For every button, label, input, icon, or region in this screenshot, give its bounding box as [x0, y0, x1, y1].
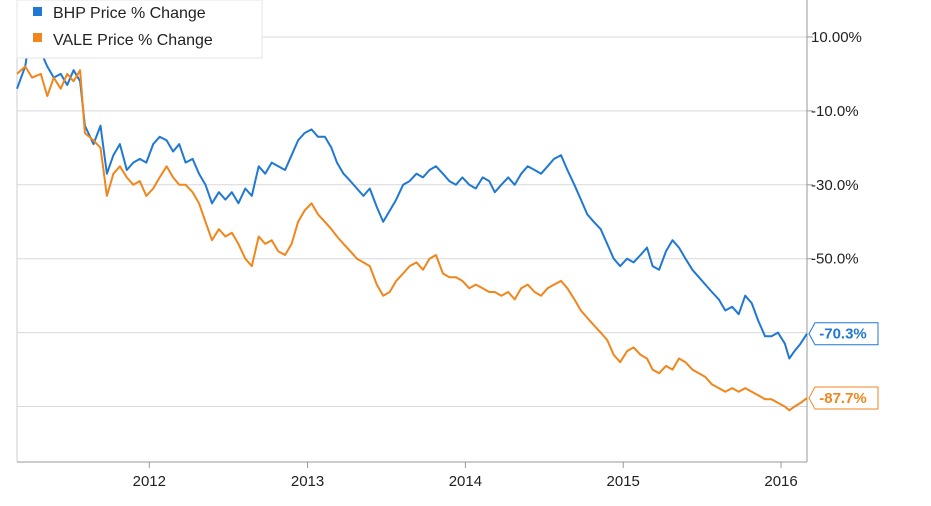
end-label-value: -70.3% [819, 326, 867, 343]
legend-swatch-vale [33, 33, 42, 42]
legend-label-vale: VALE Price % Change [53, 32, 213, 49]
x-tick-label: 2016 [764, 473, 797, 490]
series-line-bhp [16, 21, 808, 360]
end-label-vale: -87.7% [808, 386, 879, 410]
axes [16, 0, 808, 463]
legend: BHP Price % Change VALE Price % Change [16, 0, 263, 59]
x-tick-label: 2014 [449, 473, 482, 490]
series-line-vale [16, 65, 808, 412]
grid-lines [17, 36, 807, 408]
end-label-value: -87.7% [819, 390, 867, 407]
x-tick-label: 2013 [291, 473, 324, 490]
legend-box [16, 0, 263, 59]
end-label-box [808, 386, 879, 410]
legend-swatch-bhp [33, 7, 42, 16]
y-tick-label: -30.0% [811, 177, 859, 194]
legend-label-bhp: BHP Price % Change [53, 5, 206, 22]
x-tick-label: 2015 [607, 473, 640, 490]
y-tick-label: -50.0% [811, 251, 859, 268]
y-tick-label: -10.0% [811, 103, 859, 120]
y-tick-label: 10.00% [811, 29, 862, 46]
end-value-labels: -70.3% -87.7% [808, 322, 879, 410]
y-axis-ticks: 10.00% -10.0% -30.0% -50.0% [807, 29, 862, 268]
end-label-box [808, 322, 879, 346]
series-lines [16, 21, 808, 412]
end-label-bhp: -70.3% [808, 322, 879, 346]
x-tick-label: 2012 [133, 473, 166, 490]
x-axis-ticks: 2012 2013 2014 2015 2016 [133, 462, 798, 490]
